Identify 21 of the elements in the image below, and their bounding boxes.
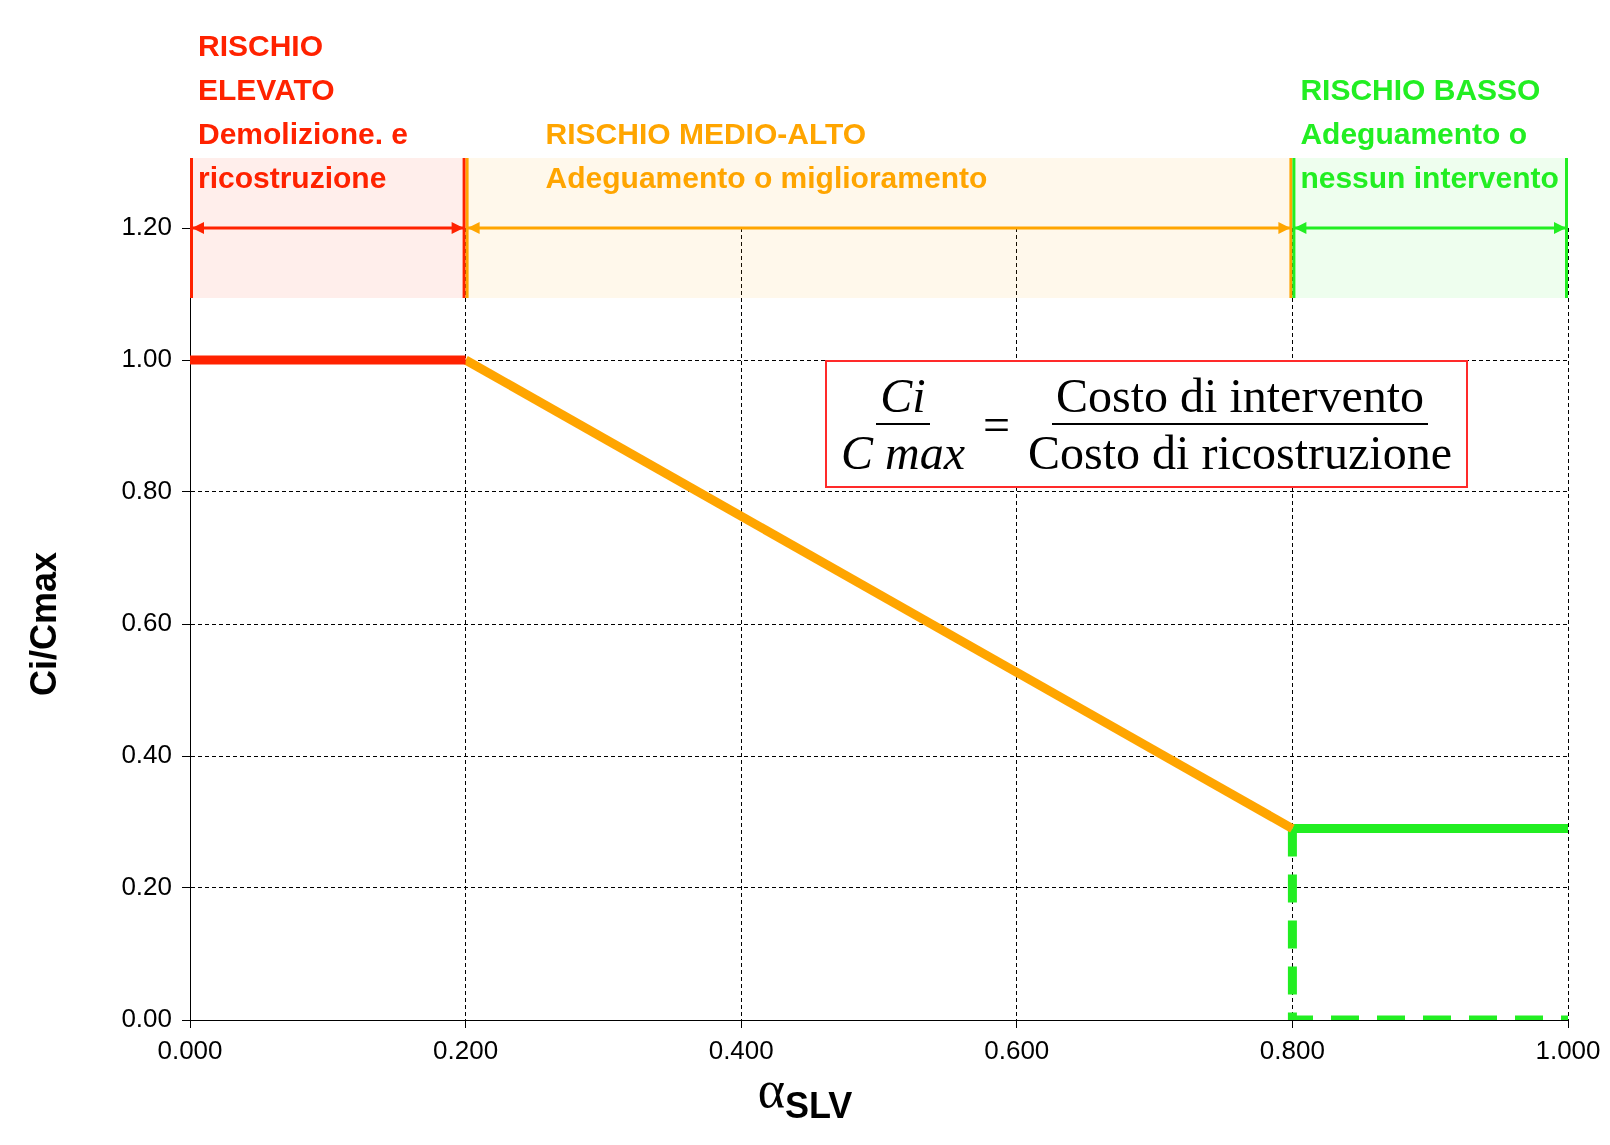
- y-tick-label: 0.00: [121, 1003, 172, 1034]
- band-label: RISCHIO ELEVATO Demolizione. e ricostruzione: [198, 29, 409, 194]
- y-axis-title: Ci/Cmax: [22, 551, 64, 697]
- x-tick-label: 0.600: [984, 1034, 1050, 1065]
- x-tick-label: 0.000: [157, 1034, 223, 1065]
- annotation: C max: [840, 425, 966, 480]
- annotation: =: [982, 396, 1011, 452]
- annotation: Costo di ricostruzione: [1027, 425, 1453, 480]
- x-tick-label: 0.200: [433, 1034, 499, 1065]
- band-label: RISCHIO MEDIO-ALTO Adeguamento o miglioramento: [545, 117, 988, 194]
- y-tick-label: 0.60: [121, 607, 172, 638]
- annotation: Costo di intervento: [1052, 368, 1429, 425]
- annotation: Ci: [876, 368, 930, 425]
- y-tick-label: 1.20: [121, 211, 172, 242]
- y-tick-label: 0.20: [121, 871, 172, 902]
- band-label: RISCHIO BASSO Adeguamento o nessun intervento: [1300, 73, 1559, 194]
- y-tick-label: 0.40: [121, 739, 172, 770]
- x-tick-label: 0.800: [1259, 1034, 1325, 1065]
- y-tick-label: 1.00: [121, 343, 172, 374]
- y-tick-label: 0.80: [121, 475, 172, 506]
- x-tick-label: 1.000: [1535, 1034, 1601, 1065]
